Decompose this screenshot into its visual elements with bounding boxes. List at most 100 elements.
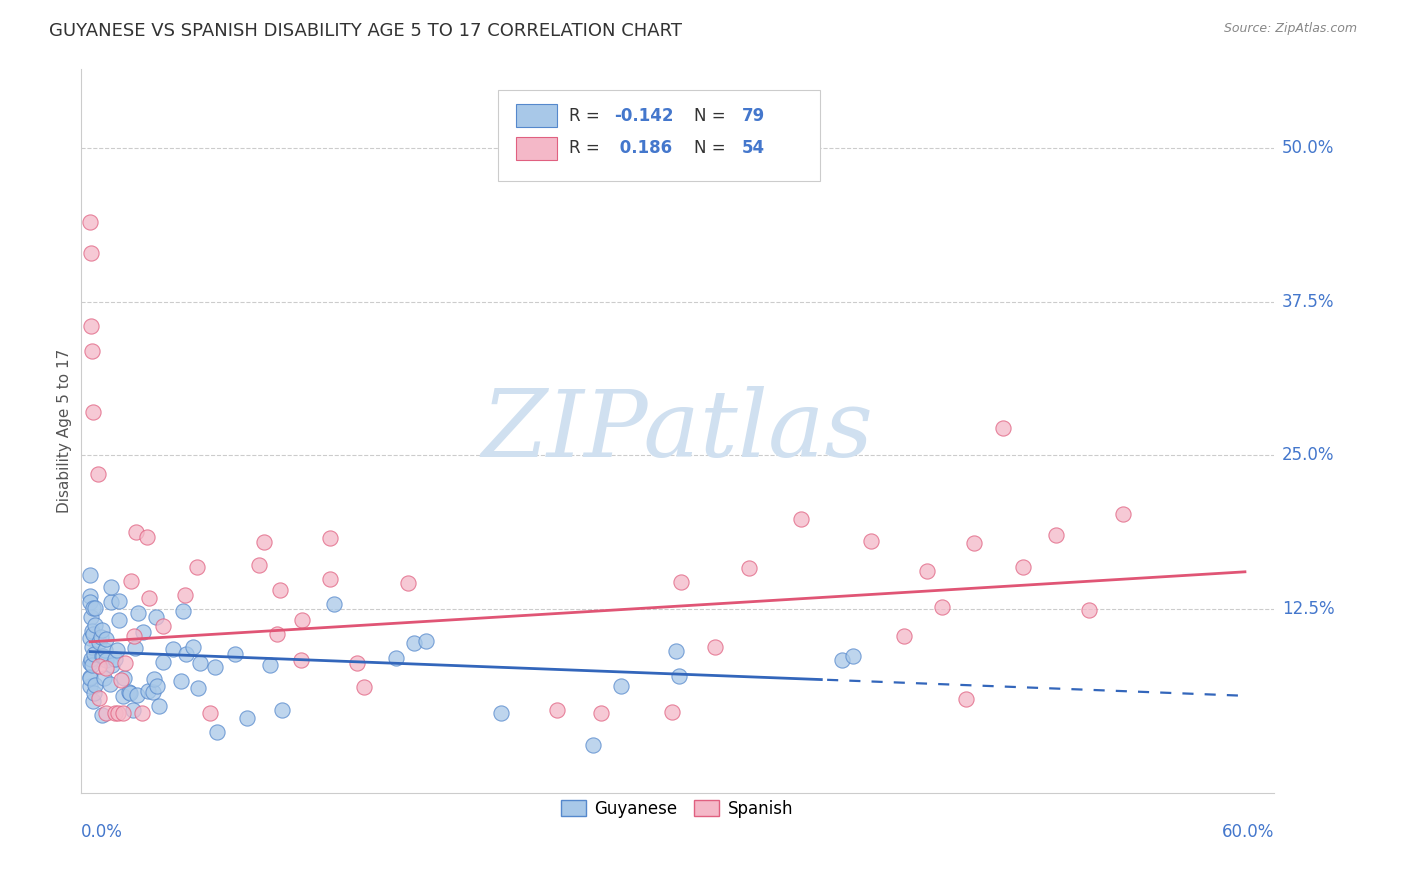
Point [704, 640, 727, 654]
Point [259, 657, 281, 672]
Point [152, 655, 174, 669]
Point [181, 640, 204, 655]
Point [80, 245, 103, 260]
Point [91, 648, 114, 663]
Point [80, 319, 103, 334]
Point [142, 672, 165, 686]
Point [415, 634, 437, 648]
Point [79, 567, 101, 582]
Point [82, 694, 104, 708]
Point [79, 670, 101, 684]
Point [152, 619, 174, 633]
FancyBboxPatch shape [516, 136, 557, 160]
Point [105, 643, 128, 657]
Point [100, 581, 122, 595]
Point [1012, 559, 1035, 574]
Point [91, 648, 114, 663]
Point [87, 690, 110, 705]
Point [207, 725, 229, 739]
Text: N =: N = [695, 139, 731, 157]
Point [111, 706, 134, 720]
Point [385, 651, 408, 665]
Point [322, 597, 344, 611]
Point [82, 405, 104, 419]
Point [79, 679, 101, 693]
Text: 12.5%: 12.5% [1282, 599, 1334, 617]
Point [107, 706, 129, 720]
Point [98, 677, 121, 691]
Point [737, 561, 759, 575]
Point [79, 656, 101, 670]
Point [89, 658, 111, 673]
Point [108, 613, 131, 627]
Text: 37.5%: 37.5% [1282, 293, 1334, 310]
Point [84, 601, 107, 615]
Point [489, 706, 512, 720]
Point [100, 595, 122, 609]
Point [224, 647, 246, 661]
Point [290, 652, 312, 666]
Y-axis label: Disability Age 5 to 17: Disability Age 5 to 17 [58, 349, 72, 513]
Point [91, 624, 114, 638]
Point [84, 678, 107, 692]
Point [346, 656, 368, 670]
Point [84, 618, 107, 632]
Point [661, 705, 683, 719]
Point [91, 708, 114, 723]
Point [200, 706, 222, 720]
Point [319, 572, 342, 586]
Point [80, 658, 103, 673]
Text: 50.0%: 50.0% [1282, 139, 1334, 157]
Point [610, 680, 633, 694]
Point [131, 706, 153, 720]
Point [83, 647, 105, 661]
Point [1112, 508, 1135, 522]
Point [253, 534, 276, 549]
Point [353, 680, 375, 694]
Point [101, 657, 124, 672]
Point [145, 610, 167, 624]
Text: R =: R = [568, 139, 605, 157]
Point [247, 558, 270, 572]
Point [79, 215, 101, 229]
Point [118, 684, 141, 698]
Point [402, 635, 425, 649]
Text: Source: ZipAtlas.com: Source: ZipAtlas.com [1223, 22, 1357, 36]
Text: R =: R = [568, 107, 605, 125]
Point [122, 629, 145, 643]
Point [187, 681, 209, 695]
Point [665, 644, 688, 658]
Point [170, 674, 193, 689]
Point [955, 691, 977, 706]
Point [93, 671, 115, 685]
FancyBboxPatch shape [498, 90, 820, 181]
Point [269, 583, 291, 598]
Point [1045, 528, 1067, 542]
Point [120, 574, 142, 589]
Point [186, 559, 208, 574]
Point [110, 673, 132, 687]
Point [79, 590, 101, 604]
Point [1078, 603, 1101, 617]
Point [318, 531, 340, 545]
Point [668, 668, 690, 682]
Point [589, 706, 612, 720]
Legend: Guyanese, Spanish: Guyanese, Spanish [554, 793, 800, 824]
Point [669, 575, 692, 590]
Point [114, 656, 136, 670]
Point [82, 640, 104, 654]
Text: ZIPatlas: ZIPatlas [481, 385, 873, 475]
Point [82, 627, 104, 641]
Point [124, 641, 146, 656]
Point [138, 591, 160, 606]
Point [290, 613, 312, 627]
Point [94, 653, 117, 667]
Point [142, 684, 165, 698]
Point [136, 684, 159, 698]
Text: -0.142: -0.142 [614, 107, 673, 125]
Text: 54: 54 [741, 139, 765, 157]
Point [790, 512, 813, 526]
Point [93, 642, 115, 657]
Point [271, 703, 294, 717]
Point [148, 698, 170, 713]
